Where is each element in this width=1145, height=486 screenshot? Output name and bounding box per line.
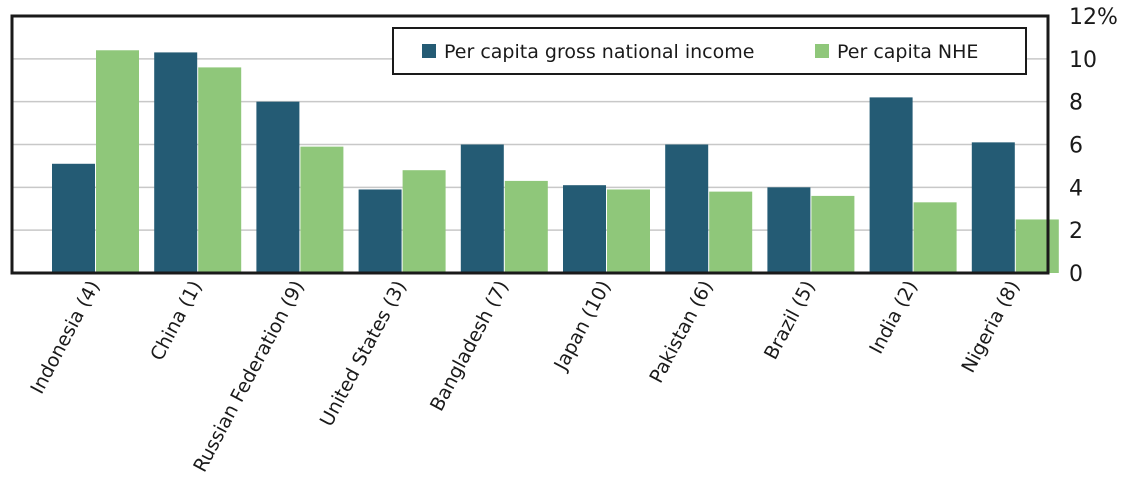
bar-nhe — [709, 191, 753, 273]
bar-nhe — [607, 189, 650, 273]
legend: Per capita gross national income Per cap… — [392, 27, 1027, 75]
legend-swatch-nhe — [815, 44, 829, 58]
legend-swatch-gni — [422, 44, 436, 58]
x-tick-label: China (1) — [146, 277, 206, 364]
x-tick-label: Nigeria (8) — [957, 277, 1024, 376]
bar-gni — [563, 185, 606, 273]
x-tick-label: Brazil (5) — [760, 277, 820, 363]
y-axis-tick-labels: 0 2 4 6 8 10 12% — [1069, 5, 1118, 287]
legend-box — [392, 27, 1027, 75]
plot-frame — [10, 14, 1050, 275]
x-tick-label: United States (3) — [316, 277, 411, 430]
bar-gni — [154, 52, 198, 274]
x-tick-label: Russian Federation (9) — [189, 277, 309, 476]
bar-gni — [460, 144, 504, 273]
bar-nhe — [402, 170, 446, 273]
x-axis-tick-labels: Indonesia (4) China (1)Russian Federation… — [26, 277, 1024, 476]
bar-nhe — [300, 146, 344, 273]
legend-label-gni: Per capita gross national income — [444, 41, 754, 63]
bar-nhe — [913, 202, 957, 273]
bar-gni — [52, 163, 95, 273]
bar-gni — [869, 97, 913, 273]
bar-gni — [665, 144, 709, 273]
y-tick-label: 12% — [1069, 5, 1118, 30]
bars — [52, 50, 1059, 274]
bar-nhe — [504, 180, 548, 273]
x-tick-label: Indonesia (4) — [26, 277, 104, 398]
bar-gni — [767, 187, 811, 273]
legend-label-nhe: Per capita NHE — [837, 41, 978, 63]
y-tick-label: 10 — [1069, 48, 1097, 73]
y-tick-label: 8 — [1069, 91, 1083, 116]
bar-gni — [971, 142, 1015, 273]
bar-gni — [358, 189, 402, 273]
bar-nhe — [198, 67, 242, 274]
x-tick-label: Japan (10) — [549, 277, 615, 375]
y-tick-label: 4 — [1069, 176, 1083, 201]
bar-nhe — [1015, 219, 1059, 273]
x-tick-label: Bangladesh (7) — [426, 277, 513, 415]
bar-gni — [256, 101, 300, 274]
y-tick-label: 2 — [1069, 219, 1083, 244]
y-tick-label: 0 — [1069, 262, 1083, 287]
x-tick-label: India (2) — [865, 277, 922, 358]
bar-nhe — [96, 50, 139, 274]
y-tick-label: 6 — [1069, 134, 1083, 159]
bar-nhe — [811, 195, 855, 273]
x-tick-label: Pakistan (6) — [645, 277, 717, 387]
